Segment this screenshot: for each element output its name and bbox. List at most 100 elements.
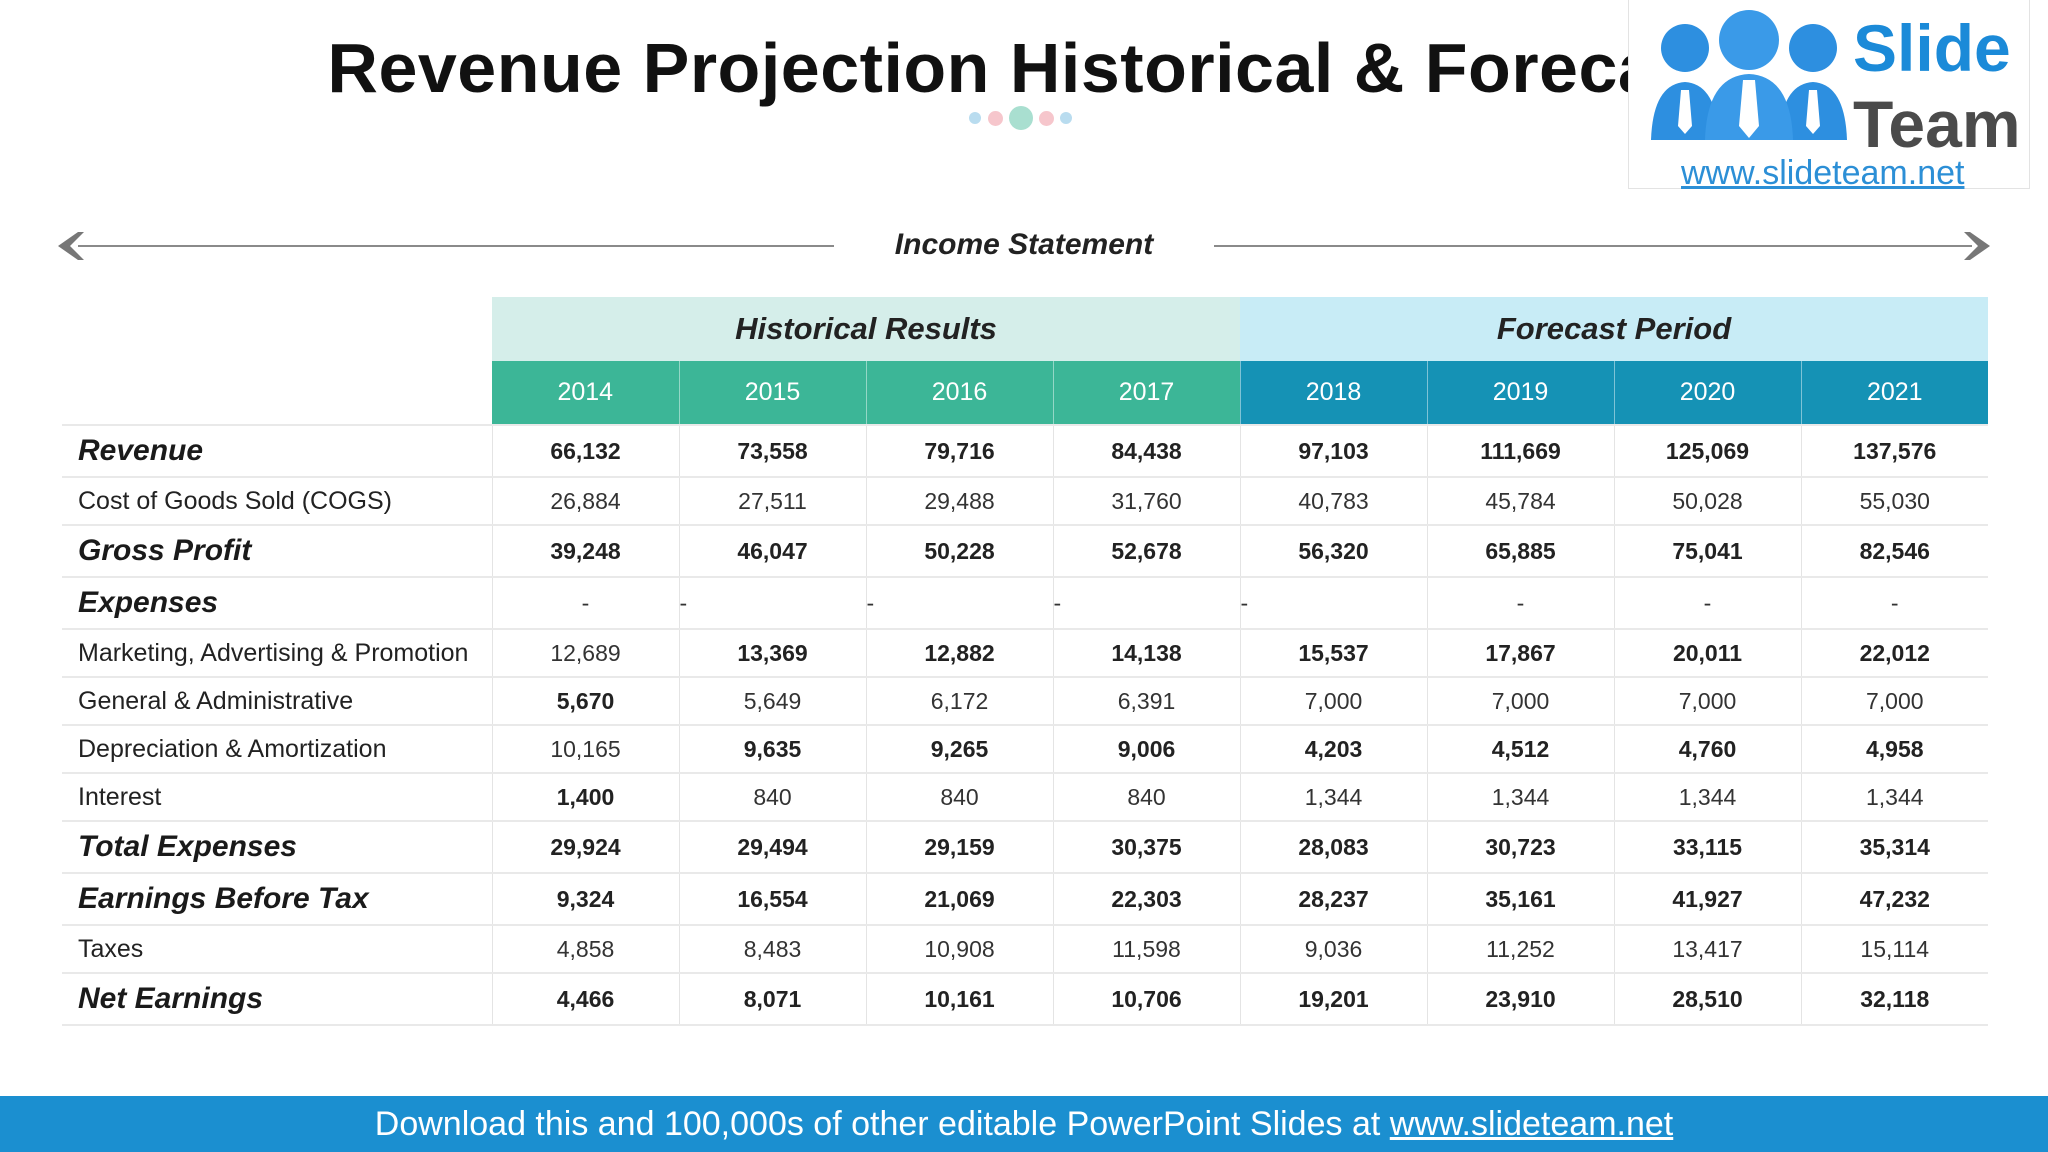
table-cell: 52,678 (1052, 525, 1240, 578)
table-cell: 46,047 (678, 525, 866, 578)
footer-link[interactable]: www.slideteam.net (1389, 1105, 1674, 1143)
table-cell: - (1052, 577, 1240, 630)
arrow-left-icon (58, 232, 84, 260)
row-taxes: Taxes 4,858 8,483 10,908 11,598 9,036 11… (62, 925, 1988, 974)
table-cell: 23,910 (1426, 973, 1614, 1026)
table-cell: 35,161 (1426, 873, 1614, 926)
table-cell: 137,576 (1800, 424, 1988, 478)
table-cell: 5,670 (491, 677, 679, 726)
table-cell: - (491, 577, 679, 630)
slideteam-logo[interactable]: Slide Team www.slideteam.net (1628, 0, 2030, 192)
row-label: Depreciation & Amortization (62, 725, 492, 774)
row-label: Expenses (62, 577, 492, 630)
table-cell: 1,344 (1613, 773, 1801, 822)
table-cell: 1,400 (491, 773, 679, 822)
table-cell: 4,958 (1800, 725, 1988, 774)
table-cell: 55,030 (1800, 477, 1988, 526)
table-cell: 10,161 (865, 973, 1053, 1026)
table-cell: 9,036 (1239, 925, 1427, 974)
table-cell: 4,203 (1239, 725, 1427, 774)
table-cell: 66,132 (491, 424, 679, 478)
footer-text: Download this and 100,000s of other edit… (374, 1105, 1390, 1143)
forecast-period-header: Forecast Period (1240, 297, 1988, 361)
row-label: Interest (62, 773, 492, 822)
table-cell: 840 (678, 773, 866, 822)
table-cell: 32,118 (1800, 973, 1988, 1026)
table-cell: 73,558 (678, 424, 866, 478)
table-cell: 10,706 (1052, 973, 1240, 1026)
table-cell: 39,248 (491, 525, 679, 578)
arrow-right-icon (1964, 232, 1990, 260)
table-cell: 9,635 (678, 725, 866, 774)
table-cell: 4,466 (491, 973, 679, 1026)
table-cell: 840 (1052, 773, 1240, 822)
table-cell: 45,784 (1426, 477, 1614, 526)
row-earnings-before-tax: Earnings Before Tax 9,324 16,554 21,069 … (62, 873, 1988, 926)
table-cell: 8,483 (678, 925, 866, 974)
table-cell: 6,391 (1052, 677, 1240, 726)
row-marketing: Marketing, Advertising & Promotion 12,68… (62, 629, 1988, 678)
table-cell: 7,000 (1800, 677, 1988, 726)
table-cell: 29,488 (865, 477, 1053, 526)
table-cell: 10,908 (865, 925, 1053, 974)
logo-url-link[interactable]: www.slideteam.net (1681, 154, 1965, 192)
table-cell: 56,320 (1239, 525, 1427, 578)
logo-slide-text: Slide (1853, 11, 2011, 85)
year-header: 2020 (1614, 361, 1802, 425)
table-cell: 9,006 (1052, 725, 1240, 774)
table-cell: 21,069 (865, 873, 1053, 926)
table-cell: 29,159 (865, 821, 1053, 874)
table-cell: - (1239, 577, 1427, 630)
year-header-row: 2014 2015 2016 2017 2018 2019 2020 2021 (62, 361, 1988, 425)
table-cell: 41,927 (1613, 873, 1801, 926)
table-cell: 30,375 (1052, 821, 1240, 874)
income-statement-label: Income Statement (894, 228, 1154, 261)
table-cell: 22,012 (1800, 629, 1988, 678)
row-total-expenses: Total Expenses 29,924 29,494 29,159 30,3… (62, 821, 1988, 874)
table-cell: 7,000 (1426, 677, 1614, 726)
logo-team-text: Team (1853, 87, 2021, 161)
row-label: Total Expenses (62, 821, 492, 874)
table-cell: 1,344 (1239, 773, 1427, 822)
table-cell: 13,369 (678, 629, 866, 678)
title-decoration-dots (969, 106, 1079, 130)
table-cell: 20,011 (1613, 629, 1801, 678)
page-title: Revenue Projection Historical & Forecast (327, 29, 1721, 107)
table-cell: - (1800, 577, 1988, 630)
left-rule (78, 245, 834, 247)
year-header: 2016 (866, 361, 1054, 425)
row-revenue: Revenue 66,132 73,558 79,716 84,438 97,1… (62, 424, 1988, 478)
row-label: Earnings Before Tax (62, 873, 492, 926)
year-header: 2019 (1427, 361, 1615, 425)
header-blank (62, 297, 492, 361)
table-cell: 9,324 (491, 873, 679, 926)
table-cell: - (1426, 577, 1614, 630)
table-cell: 11,598 (1052, 925, 1240, 974)
income-statement-banner: Income Statement (56, 226, 1992, 266)
table-cell: 29,494 (678, 821, 866, 874)
table-cell: 50,028 (1613, 477, 1801, 526)
table-cell: 8,071 (678, 973, 866, 1026)
team-figures-icon (1651, 10, 1847, 140)
table-cell: 4,760 (1613, 725, 1801, 774)
historical-results-header: Historical Results (492, 297, 1240, 361)
row-label: General & Administrative (62, 677, 492, 726)
table-cell: 31,760 (1052, 477, 1240, 526)
table-cell: 15,114 (1800, 925, 1988, 974)
table-cell: - (865, 577, 1053, 630)
table-cell: 75,041 (1613, 525, 1801, 578)
row-expenses: Expenses - - - - - - - - (62, 577, 1988, 630)
table-cell: 29,924 (491, 821, 679, 874)
table-cell: 22,303 (1052, 873, 1240, 926)
row-label: Marketing, Advertising & Promotion (62, 629, 492, 678)
download-footer-banner[interactable]: Download this and 100,000s of other edit… (0, 1096, 2048, 1152)
table-cell: 65,885 (1426, 525, 1614, 578)
table-cell: 16,554 (678, 873, 866, 926)
row-label: Cost of Goods Sold (COGS) (62, 477, 492, 526)
table-cell: 4,512 (1426, 725, 1614, 774)
row-label: Net Earnings (62, 973, 492, 1026)
table-cell: 7,000 (1613, 677, 1801, 726)
row-label: Revenue (62, 424, 492, 478)
table-cell: 6,172 (865, 677, 1053, 726)
row-label: Taxes (62, 925, 492, 974)
